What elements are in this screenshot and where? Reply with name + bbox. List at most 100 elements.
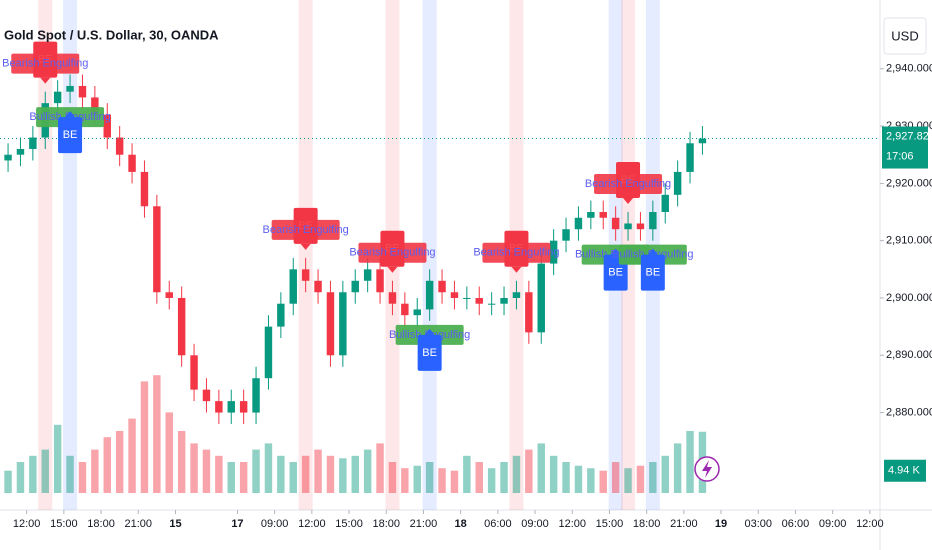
lightning-glyph	[702, 460, 712, 478]
volume-bar	[363, 449, 372, 493]
signal-marker	[417, 334, 442, 371]
candle-body	[537, 263, 545, 333]
volume-bar	[314, 449, 322, 493]
candle-body	[103, 114, 111, 138]
volume-bar	[252, 449, 260, 493]
signal-text: Bearish Engulfing	[263, 224, 349, 236]
volume-bar	[673, 443, 682, 493]
candle-body	[277, 303, 285, 327]
signal-arrow	[65, 111, 76, 118]
candle-body	[636, 223, 645, 230]
y-tick-label: 2,890.000	[886, 349, 932, 361]
candle-body	[66, 85, 74, 92]
volume-bar	[649, 462, 657, 493]
candle-body	[363, 269, 372, 281]
signal-text-box	[358, 242, 427, 263]
signal-text: Bearish Engulfing	[585, 178, 671, 190]
y-tick-label: 2,900.000	[886, 292, 932, 304]
x-tick-label: 15:00	[596, 518, 624, 530]
x-tick-label: 21:00	[670, 518, 698, 530]
candle-body	[177, 297, 186, 356]
candle-body	[661, 194, 669, 213]
candle-body	[91, 97, 99, 115]
signal-arrow	[387, 266, 398, 273]
volume-bar	[636, 465, 645, 493]
signal-arrow	[300, 243, 311, 250]
y-tick-label: 2,940.000	[886, 63, 932, 75]
volume-bar	[41, 449, 49, 493]
volume-bar	[562, 462, 570, 493]
signal-marker-label: BE	[63, 129, 78, 141]
volume-bar	[463, 455, 471, 493]
x-tick-label: 15	[169, 518, 181, 530]
volume-bar	[128, 418, 136, 493]
candle-body	[487, 303, 496, 305]
volume-bar	[153, 375, 161, 493]
x-tick-label: 21:00	[410, 518, 438, 530]
volume-bar	[475, 462, 483, 493]
candle-body	[264, 326, 273, 379]
volume-bar	[450, 470, 459, 493]
signal-marker-label: BE	[645, 267, 660, 279]
volume-bar	[611, 462, 620, 493]
volume-bar	[500, 462, 508, 493]
volume-bar	[301, 455, 310, 493]
candle-body	[215, 401, 223, 413]
candle-body	[549, 240, 558, 264]
candle-body	[165, 292, 173, 298]
candle-body	[239, 401, 248, 413]
x-tick-label: 15:00	[335, 518, 363, 530]
currency[interactable]: USD	[891, 28, 918, 43]
volume-bar	[140, 381, 149, 493]
candle-body	[289, 269, 297, 304]
volume-bar	[227, 462, 235, 493]
last-price-label: 2,927.825	[886, 130, 932, 142]
volume-bar	[549, 455, 558, 493]
candle-body	[29, 137, 37, 149]
volume-bar	[438, 468, 446, 493]
candle-body	[624, 223, 632, 230]
x-tick-label: 12:00	[856, 518, 884, 530]
signal-text: Bearish Engulfing	[473, 247, 559, 259]
y-tick-label: 2,910.000	[886, 235, 932, 247]
countdown: 17:06	[886, 150, 914, 162]
candle-body	[16, 148, 25, 155]
x-tick-label: 06:00	[484, 518, 512, 530]
currency-button[interactable]	[883, 17, 927, 55]
volume-bar	[289, 462, 297, 493]
x-tick-label: 18	[455, 518, 467, 530]
signal-text-box	[482, 242, 551, 263]
candle-body	[128, 154, 136, 172]
signal-arrow	[40, 77, 51, 84]
volume-bar	[401, 468, 409, 493]
volume-bar	[277, 455, 285, 493]
signal-band	[298, 0, 313, 510]
x-tick-label: 17	[231, 518, 243, 530]
candle-body	[227, 401, 235, 413]
volume-bar	[487, 468, 496, 493]
volume-bar	[66, 455, 74, 493]
candle-body	[463, 297, 471, 299]
candle-body	[587, 212, 595, 218]
candle-body	[351, 280, 359, 293]
volume-bar	[425, 462, 434, 493]
candle-body	[388, 292, 397, 304]
candle-body	[376, 269, 384, 293]
signal-band	[422, 0, 437, 510]
candle-body	[698, 138, 707, 144]
candle-body	[53, 91, 62, 104]
candle-body	[525, 292, 533, 333]
candle-body	[425, 280, 434, 310]
volume-label: 4.94 K	[888, 465, 920, 477]
volume-bar	[512, 455, 521, 493]
x-tick-label: 12:00	[298, 518, 326, 530]
candle-body	[202, 389, 211, 402]
signal-text-box	[594, 174, 663, 195]
candle-body	[326, 292, 335, 356]
candle-body	[78, 85, 87, 98]
volume-bar	[202, 449, 211, 493]
signal-marker-label: BE	[608, 267, 623, 279]
signal-arrow	[647, 248, 658, 255]
signal-text: Bearish Engulfing	[349, 247, 435, 259]
candle-body	[153, 206, 161, 293]
